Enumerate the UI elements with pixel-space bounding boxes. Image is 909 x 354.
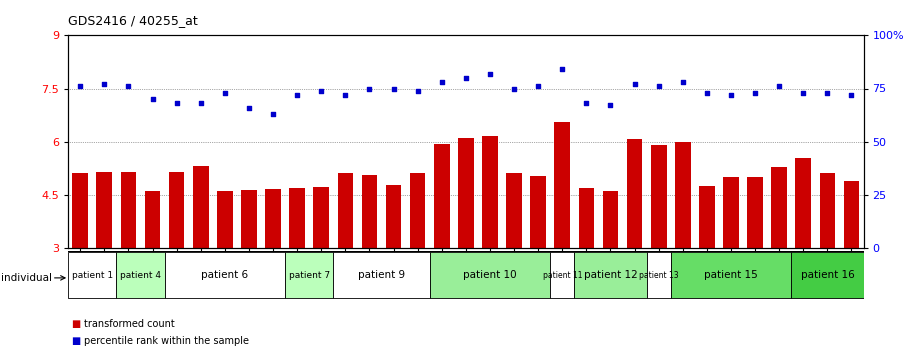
Point: [531, 84, 545, 89]
Bar: [169, 172, 185, 248]
Point: [314, 88, 328, 93]
Bar: [791, 252, 864, 298]
Point: [724, 92, 738, 98]
Text: patient 11: patient 11: [543, 271, 582, 280]
Text: patient 15: patient 15: [704, 270, 758, 280]
Point: [555, 67, 570, 72]
Bar: [772, 167, 787, 248]
Bar: [646, 252, 671, 298]
Point: [772, 84, 786, 89]
Point: [194, 101, 208, 106]
Bar: [795, 158, 811, 248]
Bar: [675, 142, 691, 248]
Bar: [68, 252, 116, 298]
Bar: [724, 177, 739, 248]
Point: [217, 90, 232, 96]
Bar: [96, 172, 112, 248]
Bar: [289, 188, 305, 248]
Point: [169, 101, 184, 106]
Point: [796, 90, 811, 96]
Bar: [651, 145, 666, 248]
Point: [844, 92, 859, 98]
Point: [362, 86, 376, 91]
Point: [820, 90, 834, 96]
Text: patient 7: patient 7: [289, 271, 330, 280]
Bar: [165, 252, 285, 298]
Bar: [844, 181, 859, 248]
Text: patient 12: patient 12: [584, 270, 637, 280]
Point: [410, 88, 425, 93]
Text: patient 9: patient 9: [358, 270, 405, 280]
Bar: [550, 252, 574, 298]
Point: [121, 84, 135, 89]
Text: percentile rank within the sample: percentile rank within the sample: [84, 336, 249, 346]
Point: [242, 105, 256, 110]
Bar: [482, 136, 498, 248]
Text: patient 6: patient 6: [201, 270, 248, 280]
Bar: [116, 252, 165, 298]
Text: ■: ■: [71, 319, 80, 329]
Point: [458, 75, 473, 81]
Bar: [506, 173, 522, 248]
Point: [748, 90, 763, 96]
Point: [290, 92, 305, 98]
Point: [265, 111, 280, 117]
Point: [675, 79, 690, 85]
Bar: [578, 188, 594, 248]
Bar: [334, 252, 430, 298]
Point: [652, 84, 666, 89]
Point: [338, 92, 353, 98]
Point: [604, 103, 618, 108]
Bar: [241, 190, 256, 248]
Bar: [434, 144, 450, 248]
Bar: [145, 191, 160, 248]
Bar: [671, 252, 791, 298]
Bar: [626, 139, 643, 248]
Bar: [410, 173, 425, 248]
Bar: [73, 173, 88, 248]
Bar: [314, 187, 329, 248]
Point: [507, 86, 522, 91]
Text: ■: ■: [71, 336, 80, 346]
Point: [386, 86, 401, 91]
Point: [483, 71, 497, 76]
Bar: [337, 173, 354, 248]
Point: [97, 81, 112, 87]
Bar: [121, 172, 136, 248]
Bar: [574, 252, 646, 298]
Bar: [458, 138, 474, 248]
Bar: [699, 186, 714, 248]
Bar: [820, 173, 835, 248]
Text: patient 10: patient 10: [464, 270, 517, 280]
Bar: [362, 175, 377, 248]
Text: patient 4: patient 4: [120, 271, 161, 280]
Text: patient 13: patient 13: [639, 271, 678, 280]
Bar: [217, 191, 233, 248]
Point: [145, 96, 160, 102]
Point: [73, 84, 87, 89]
Text: transformed count: transformed count: [84, 319, 175, 329]
Bar: [265, 189, 281, 248]
Bar: [747, 177, 763, 248]
Bar: [285, 252, 334, 298]
Bar: [430, 252, 550, 298]
Text: patient 16: patient 16: [801, 270, 854, 280]
Point: [435, 79, 449, 85]
Text: individual: individual: [1, 273, 52, 283]
Text: GDS2416 / 40255_at: GDS2416 / 40255_at: [68, 13, 198, 27]
Bar: [193, 166, 208, 248]
Bar: [530, 176, 546, 248]
Bar: [385, 185, 402, 248]
Point: [700, 90, 714, 96]
Point: [627, 81, 642, 87]
Point: [579, 101, 594, 106]
Bar: [603, 191, 618, 248]
Bar: [554, 122, 570, 248]
Text: patient 1: patient 1: [72, 271, 113, 280]
